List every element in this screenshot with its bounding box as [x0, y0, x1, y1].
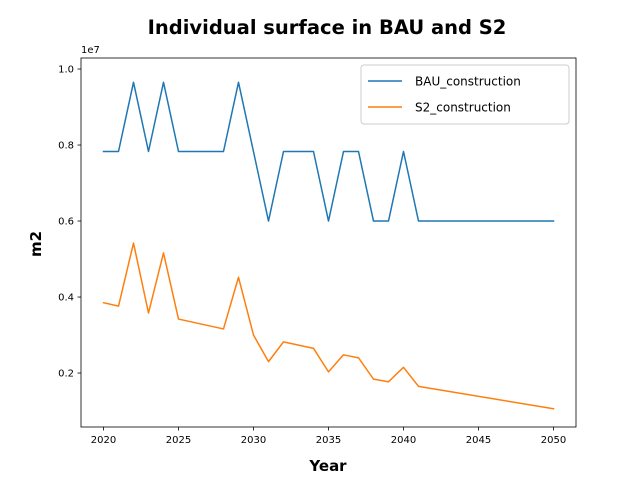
y-tick-label-2: 0.6	[58, 217, 74, 228]
series-layer	[102, 81, 555, 410]
x-tick-label-0: 2020	[91, 435, 116, 446]
axes-layer: 2020 2025 2030 2035 2040 2045 2050 0.2 0.4 0.6 0.8…	[58, 57, 577, 446]
x-tick-label-2: 2030	[241, 435, 266, 446]
legend-label-0: BAU_construction	[415, 75, 521, 89]
y-axis-offset-label: 1e7	[81, 45, 100, 56]
y-tick-label-4: 1.0	[58, 65, 74, 76]
x-tick-label-6: 2050	[541, 435, 566, 446]
y-tick-label-0: 0.2	[58, 369, 74, 380]
chart-title: Individual surface in BAU and S2	[148, 16, 507, 39]
legend-label-1: S2_construction	[415, 101, 511, 115]
y-tick-label-3: 0.8	[58, 141, 74, 152]
y-axis-label: m2	[27, 231, 45, 257]
x-tick-label-3: 2035	[316, 435, 341, 446]
y-tick-label-1: 0.4	[58, 293, 74, 304]
x-tick-label-4: 2040	[391, 435, 416, 446]
x-tick-label-1: 2025	[166, 435, 191, 446]
series-line-1	[102, 242, 555, 410]
x-tick-label-5: 2045	[466, 435, 491, 446]
legend: BAU_construction S2_construction	[360, 64, 570, 125]
series-line-0	[102, 81, 555, 222]
x-axis-label: Year	[308, 457, 347, 475]
legend-box	[360, 64, 570, 125]
